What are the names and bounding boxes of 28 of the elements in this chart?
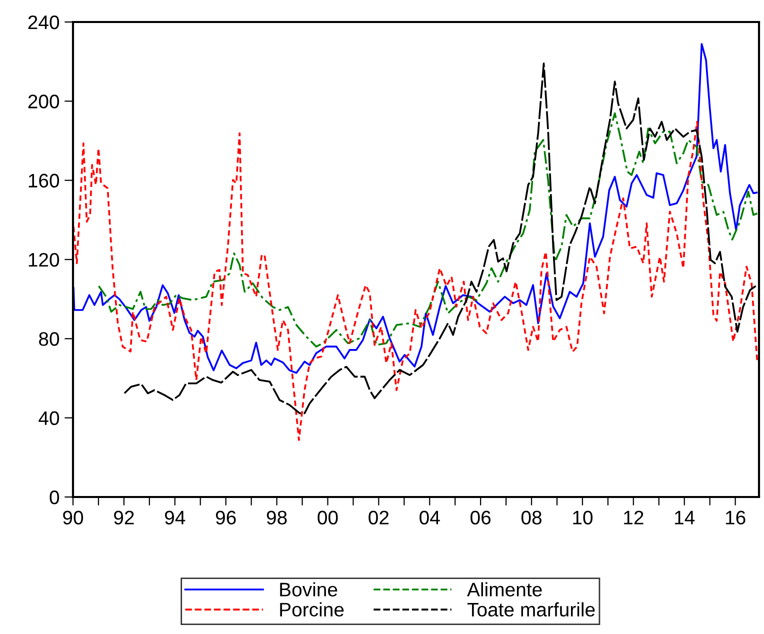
x-tick-label: 10 [573,510,593,524]
x-tick-label: 96 [216,510,236,524]
x-tick-label: 90 [63,510,84,524]
x-tick-label: 98 [266,510,287,524]
x-tick-label: 04 [420,510,440,524]
x-tick-label: 06 [470,510,491,524]
x-tick-label: 16 [726,510,746,524]
y-tick-label: 40 [38,411,60,426]
x-tick-label: 92 [114,510,134,524]
x-tick-label: 00 [318,510,338,524]
y-tick-label: 160 [28,174,60,188]
x-tick-label: 12 [624,510,644,524]
y-tick-label: 200 [28,94,60,108]
legend-label: Bovine [280,582,338,596]
y-tick-label: 80 [39,332,60,346]
line-series [98,112,758,348]
y-tick-label: 120 [28,252,60,267]
x-tick-label: 14 [675,510,695,524]
x-tick-label: 02 [368,510,389,524]
x-tick-label: 08 [521,510,542,524]
y-tick-label: 240 [28,15,60,30]
legend-label: Porcine [280,602,344,617]
line-series [73,120,758,441]
y-tick-label: 0 [50,490,60,504]
legend-label: Alimente [467,582,542,596]
legend-label: Toate marfurile [467,602,595,617]
x-tick-label: 94 [164,510,186,524]
line-series [73,43,758,374]
